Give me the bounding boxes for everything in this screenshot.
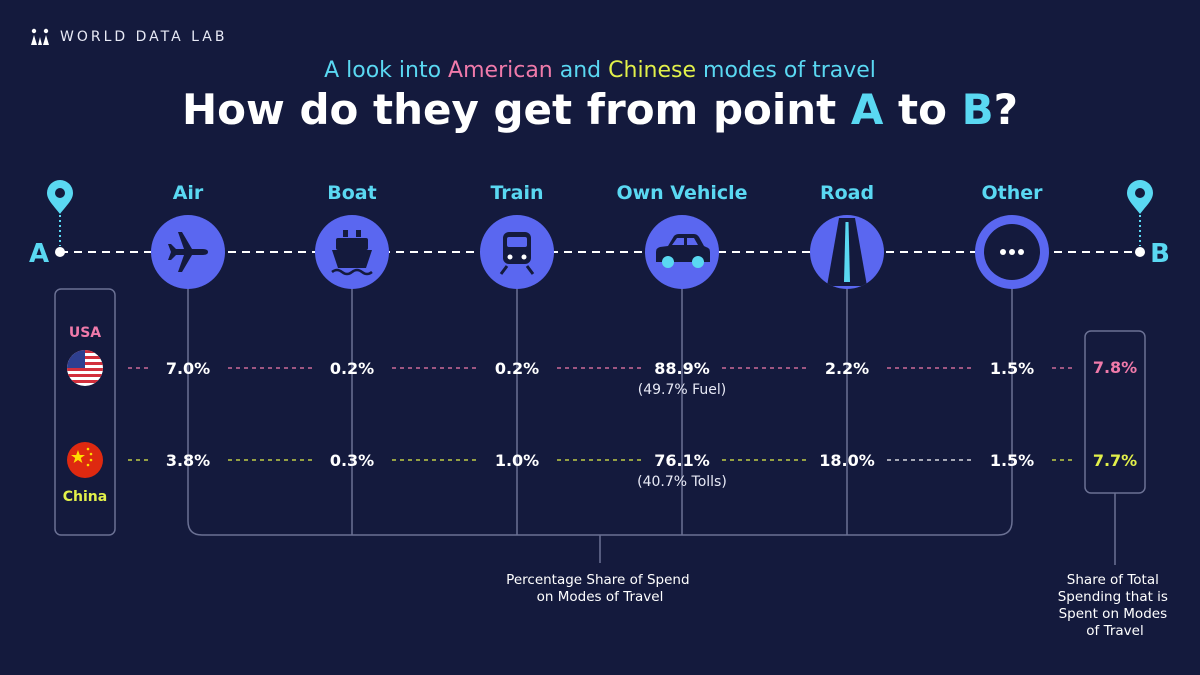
start-location-pin-icon [47,180,73,214]
total-share-china: 7.7% [1093,451,1137,470]
more-dot [1018,249,1024,255]
end-location-pin-icon [1127,180,1153,214]
china-flag-icon [67,442,103,478]
value-label: 76.1% [654,451,710,470]
value-label: 0.3% [330,451,374,470]
share-of-spend-caption-line: on Modes of Travel [537,589,664,605]
brand-name: WORLD DATA LAB [60,29,228,45]
share-of-total-caption-line: Share of Total [1067,572,1159,588]
ship-hull [332,250,372,268]
value-label: 2.2% [825,359,869,378]
more-dot [1000,249,1006,255]
car-wheel [662,256,674,268]
train-window [507,237,527,247]
more-icon [984,224,1040,280]
more-dot [1009,249,1015,255]
value-label: 1.5% [990,451,1034,470]
title-b: B [961,85,994,134]
title-suffix: ? [993,85,1018,134]
ship-wave [331,268,373,276]
country-box [54,288,116,536]
modes-group: Air Boat Train Own Vehicle Road Other [151,182,1049,535]
car-windows [672,238,698,245]
value-label: 88.9% [654,359,710,378]
airplane-shape [168,232,208,272]
subtitle-prefix: A look into [324,58,449,83]
train-light [521,254,527,260]
car-icon [656,234,710,268]
subtitle-mid: and [552,58,609,83]
ship-funnel [356,230,361,237]
ship-funnel [343,230,348,237]
ship-cabin [336,238,368,250]
row-connectors [128,367,1075,461]
mode-label: Own Vehicle [616,182,747,204]
value-note: (40.7% Tolls) [637,474,727,490]
country-label-usa: USA [69,325,101,341]
car-body [656,234,710,262]
title-mid: to [883,85,962,134]
train-body [503,232,531,264]
road-icon [827,218,867,286]
mode-label: Train [490,182,543,204]
train-icon [499,232,535,275]
page-title: How do they get from point A to B? [0,85,1200,134]
total-share-usa: 7.8% [1093,358,1137,377]
route-start-label: A [29,239,49,269]
brand: WORLD DATA LAB [30,28,227,46]
route-end-dot [1135,247,1145,257]
share-of-total-caption-line: Spending that is [1058,589,1168,605]
share-of-spend-caption-line: Percentage Share of Spend [506,572,689,588]
spend-bracket [187,520,1013,536]
values-group: 7.0% 0.2% 0.2% 88.9% (49.7% Fuel) 2.2% 1.5% 3.8… [166,359,1034,490]
subtitle-suffix: modes of travel [696,58,876,83]
subtitle-china: Chinese [608,58,697,83]
share-of-total-caption-line: Spent on Modes [1059,606,1168,622]
train-light [507,254,513,260]
route-end-label: B [1150,239,1170,269]
share-of-total-caption-line: of Travel [1086,623,1143,639]
value-label: 7.0% [166,359,210,378]
mode-label: Air [173,182,204,204]
mode-label: Other [981,182,1043,204]
train-rails [499,265,535,275]
subtitle: A look into American and Chinese modes o… [0,58,1200,83]
ship-icon [331,230,373,276]
mode-label: Road [820,182,874,204]
subtitle-usa: American [448,58,553,83]
route-start-dot [55,247,65,257]
value-label: 0.2% [330,359,374,378]
road-lane-marking [844,222,850,282]
title-prefix: How do they get from point [182,85,851,134]
value-label: 1.0% [495,451,539,470]
value-label: 18.0% [819,451,875,470]
airplane-icon [168,232,208,272]
value-label: 1.5% [990,359,1034,378]
mode-label: Boat [327,182,376,204]
country-label-china: China [63,489,107,505]
value-note: (49.7% Fuel) [638,382,727,398]
share-of-spend-caption: Percentage Share of Spend on Modes of Tr… [506,572,694,605]
usa-flag-icon [67,350,103,386]
value-label: 3.8% [166,451,210,470]
title-a: A [850,85,884,134]
value-label: 0.2% [495,359,539,378]
car-wheel [692,256,704,268]
world-data-lab-logo-icon [31,28,49,45]
share-of-total-caption: Share of Total Spending that is Spent on… [1058,572,1173,639]
